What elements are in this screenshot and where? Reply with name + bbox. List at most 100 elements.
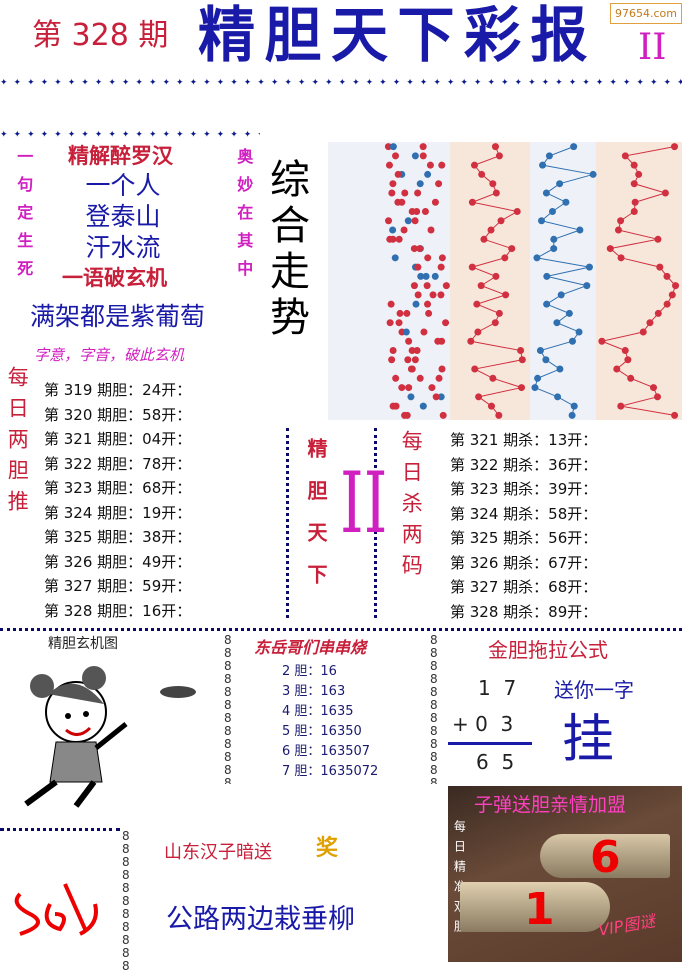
- trend-dot: [631, 198, 639, 206]
- dan-item: 第 320 期胆：58开：: [44, 405, 192, 424]
- trend-dot: [424, 254, 432, 262]
- trend-dot: [617, 254, 625, 262]
- divider: 88888888888: [122, 830, 130, 970]
- trend-dot: [542, 356, 550, 364]
- shandong-badge: 奖: [316, 836, 339, 861]
- trend-dot: [395, 319, 403, 327]
- trend-dot: [417, 272, 425, 280]
- trend-dot: [565, 309, 573, 317]
- trend-dot: [630, 208, 638, 215]
- trend-dot: [419, 143, 427, 151]
- trend-dot: [419, 402, 427, 410]
- kill-item: 第 323 期杀：39开：: [450, 480, 598, 498]
- trend-dot: [480, 235, 488, 243]
- trend-dot: [556, 365, 564, 373]
- trend-dot: [478, 170, 486, 178]
- trend-dot: [422, 272, 430, 280]
- divider: [0, 828, 120, 831]
- divider: ✦✦✦✦✦✦✦✦✦✦✦✦✦✦✦✦✦✦✦✦✦✦✦✦✦✦✦✦✦✦✦✦✦✦✦✦✦✦✦✦…: [0, 78, 682, 88]
- formula-result: 6 5: [476, 750, 515, 774]
- issue-number: 第 328 期: [32, 18, 169, 53]
- trend-dot: [389, 226, 397, 234]
- kill-item: 第 328 期杀：89开：: [450, 602, 598, 621]
- trend-dot: [517, 347, 525, 354]
- trend-dot: [387, 300, 395, 308]
- trend-dot: [437, 291, 445, 299]
- trend-dot: [388, 189, 396, 197]
- trend-dot: [403, 411, 411, 419]
- trend-dot: [501, 254, 509, 262]
- trend-dot: [414, 291, 422, 299]
- trend-dot: [668, 291, 676, 299]
- trend-dot: [395, 235, 403, 243]
- dan-item: 第 326 期胆：49开：: [44, 552, 192, 571]
- dan-item: 第 321 期胆：04开：: [44, 430, 192, 448]
- dan-item: 第 319 期胆：24开：: [44, 381, 192, 399]
- trend-dot: [492, 272, 500, 280]
- trend-dot: [389, 347, 397, 354]
- trend-dot: [403, 309, 411, 317]
- trend-dot: [543, 272, 551, 280]
- trend-dot: [439, 411, 447, 419]
- trend-dot: [646, 319, 654, 327]
- bullet-number-1: 1: [524, 884, 555, 935]
- trend-dot: [416, 374, 424, 382]
- trend-dot: [617, 402, 625, 410]
- trend-dot: [545, 152, 553, 160]
- center-banner: 精胆天下: [304, 438, 328, 606]
- trend-dot: [438, 365, 446, 373]
- trend-dot: [550, 235, 558, 243]
- trend-dot: [557, 291, 565, 299]
- trend-dot: [661, 189, 669, 197]
- xuanji-title: 精胆玄机图: [48, 636, 118, 652]
- trend-dot: [548, 208, 556, 215]
- trend-dot: [394, 198, 402, 206]
- trend-dot: [639, 328, 647, 336]
- trend-dot: [518, 356, 526, 364]
- trend-dot: [630, 180, 638, 188]
- trend-dot: [428, 384, 436, 392]
- trend-dot: [621, 152, 629, 160]
- trend-dot: [431, 272, 439, 280]
- trend-dot: [468, 263, 476, 271]
- trend-dot: [396, 309, 404, 317]
- trend-dot: [489, 180, 497, 188]
- trend-dot: [391, 254, 399, 262]
- trend-dot: [410, 245, 418, 253]
- trend-dot: [416, 180, 424, 188]
- trend-dot: [672, 282, 680, 290]
- trend-dot: [432, 393, 440, 401]
- trend-dot: [405, 337, 413, 345]
- trend-dot: [402, 328, 410, 336]
- trend-dot: [424, 170, 432, 178]
- kill-item: 第 325 期杀：56开：: [450, 529, 598, 547]
- trend-dot: [438, 337, 446, 345]
- trend-label: 综合走势: [263, 158, 309, 342]
- kill-item: 第 321 期杀：13开：: [450, 431, 598, 449]
- trend-dot: [404, 217, 412, 225]
- trend-dot: [518, 384, 526, 392]
- trend-dot: [589, 170, 597, 178]
- trend-dot: [635, 170, 643, 178]
- trend-dot: [411, 356, 419, 364]
- trend-dot: [568, 411, 576, 419]
- bullet-image-2: [540, 834, 670, 878]
- trend-dot: [550, 245, 558, 253]
- trend-dot: [554, 393, 562, 401]
- chart-band: [450, 142, 530, 420]
- dan-item: 第 325 期胆：38开：: [44, 528, 192, 546]
- trend-dot: [663, 272, 671, 280]
- trend-dot: [671, 143, 679, 151]
- formula-line: [448, 742, 532, 745]
- kill-item: 第 327 期杀：68开：: [450, 578, 598, 596]
- trend-dot: [473, 300, 481, 308]
- trend-dot: [407, 365, 415, 373]
- title-suffix: II: [638, 27, 667, 68]
- gift-char: 挂: [562, 710, 615, 770]
- riddle-right-vertical: 奥妙在其中: [234, 148, 254, 288]
- trend-dot: [534, 374, 542, 382]
- trend-dot: [495, 152, 503, 160]
- chuan-item: 7 胆：1635072: [282, 764, 379, 779]
- trend-dot: [435, 180, 443, 188]
- shandong-verse: 公路两边栽垂柳: [166, 904, 355, 935]
